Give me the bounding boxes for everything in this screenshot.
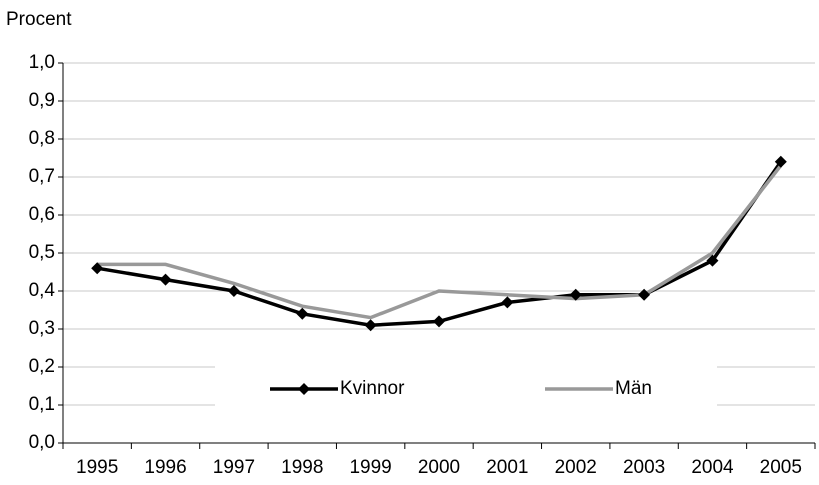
data-point bbox=[364, 319, 377, 332]
data-point bbox=[774, 155, 787, 168]
x-tick-label: 1997 bbox=[213, 457, 255, 478]
data-point bbox=[227, 285, 240, 297]
y-axis-label: Procent bbox=[6, 9, 72, 30]
y-tick-label: 0,5 bbox=[29, 242, 55, 263]
data-point bbox=[91, 262, 104, 275]
x-tick-label: 2005 bbox=[760, 457, 802, 478]
y-tick-label: 0,8 bbox=[29, 128, 55, 149]
y-tick-label: 1,0 bbox=[29, 52, 55, 73]
x-tick-label: 1998 bbox=[281, 457, 323, 478]
data-point bbox=[433, 315, 445, 328]
y-tick-label: 0,2 bbox=[29, 356, 55, 377]
y-tick-label: 0,1 bbox=[29, 394, 55, 415]
x-tick-label: 2003 bbox=[623, 457, 665, 478]
data-point bbox=[638, 288, 651, 301]
x-tick-label: 2002 bbox=[555, 457, 597, 478]
y-tick-label: 0,9 bbox=[29, 90, 55, 111]
data-point bbox=[296, 307, 309, 320]
y-tick-label: 0,4 bbox=[29, 280, 56, 301]
y-tick-label: 0,7 bbox=[29, 166, 55, 187]
legend-label: Män bbox=[615, 378, 652, 399]
x-tick-label: 1995 bbox=[76, 457, 118, 478]
x-tick-label: 2000 bbox=[418, 457, 460, 478]
data-point bbox=[159, 273, 172, 286]
y-tick-label: 0,0 bbox=[29, 432, 55, 453]
series-line bbox=[96, 160, 783, 327]
data-point bbox=[706, 254, 719, 267]
legend-marker bbox=[298, 383, 310, 395]
data-point bbox=[501, 296, 514, 309]
series-line bbox=[97, 164, 783, 320]
legend-label: Kvinnor bbox=[340, 378, 405, 399]
data-point bbox=[569, 288, 582, 301]
x-tick-label: 2004 bbox=[691, 457, 734, 478]
y-tick-label: 0,3 bbox=[29, 318, 55, 339]
legend-box bbox=[215, 355, 717, 407]
x-tick-label: 1996 bbox=[144, 457, 186, 478]
y-tick-label: 0,6 bbox=[29, 204, 55, 225]
x-tick-label: 1999 bbox=[349, 457, 391, 478]
x-tick-label: 2001 bbox=[486, 457, 528, 478]
